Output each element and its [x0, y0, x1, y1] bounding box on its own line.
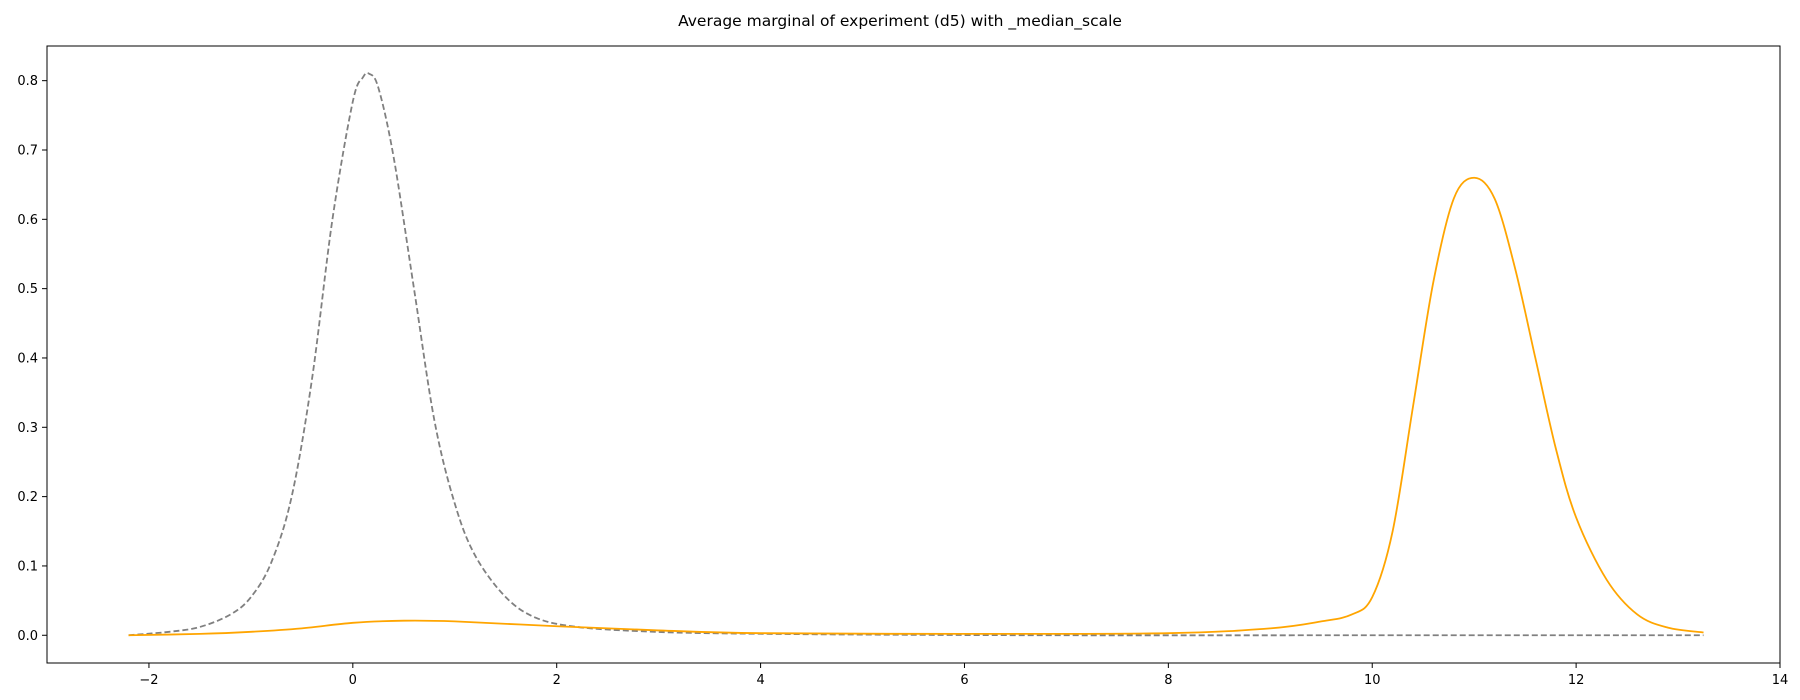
series-line-solid	[128, 176, 1704, 637]
y-tick-label: 0.0	[17, 629, 38, 644]
y-tick-label: 0.6	[17, 213, 38, 228]
y-tick-label: 0.4	[17, 351, 38, 366]
series-line-dashed	[128, 71, 1704, 637]
series-layer	[128, 71, 1704, 637]
y-tick-label: 0.2	[17, 490, 38, 505]
y-tick-label: 0.8	[17, 74, 38, 89]
y-tick-label: 0.3	[17, 421, 38, 436]
x-tick-label: 4	[756, 673, 764, 688]
y-tick-label: 0.5	[17, 282, 38, 297]
chart-title: Average marginal of experiment (d5) with…	[678, 12, 1122, 31]
x-tick-label: 12	[1568, 673, 1585, 688]
y-tick-label: 0.1	[17, 559, 38, 574]
plot-frame	[46, 45, 1781, 664]
x-tick-label: 14	[1772, 673, 1789, 688]
x-tick-label: 6	[960, 673, 968, 688]
y-axis: 0.0 0.1 0.2 0.3 0.4 0.5 0.6 0.7 0.8	[17, 74, 47, 644]
x-tick-label: 8	[1164, 673, 1172, 688]
x-tick-label: 2	[553, 673, 561, 688]
y-tick-label: 0.7	[17, 143, 38, 158]
x-tick-label: 0	[349, 673, 357, 688]
x-tick-label: −2	[139, 673, 158, 688]
x-tick-label: 10	[1364, 673, 1381, 688]
x-axis: −2 0 2 4 6 8 10 12 14	[139, 663, 1788, 688]
